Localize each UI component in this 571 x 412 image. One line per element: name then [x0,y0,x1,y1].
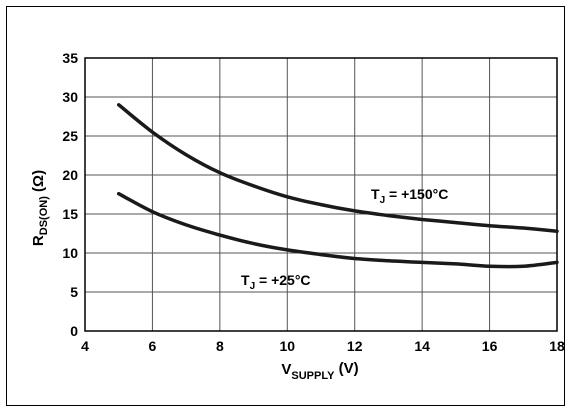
x-tick-label: 8 [216,338,224,354]
y-tick-labels: 0 5 10 15 20 25 30 35 [62,50,78,339]
plot-area [84,57,558,332]
y-axis-label: RDS(ON) (Ω) [30,170,50,246]
series-line-150c [116,103,559,233]
grid [85,58,557,331]
x-tick-label: 16 [482,338,498,354]
chart-frame [6,6,565,406]
x-tick-label: 12 [347,338,363,354]
x-tick-label: 10 [279,338,295,354]
y-tick-label: 25 [62,128,78,144]
series-label-150c: TJ = +150°C [371,186,448,206]
x-tick-label: 6 [149,338,157,354]
y-tick-label: 10 [62,245,78,261]
x-tick-labels: 4 6 8 10 12 14 16 18 [81,338,565,354]
x-tick-label: 14 [414,338,430,354]
y-tick-label: 20 [62,167,78,183]
x-axis-label: VSUPPLY (V) [281,360,358,382]
series-line-25c [116,191,559,269]
x-tick-label: 4 [81,338,89,354]
curves [116,103,559,269]
y-tick-label: 35 [62,50,78,66]
y-tick-label: 15 [62,206,78,222]
y-tick-label: 0 [70,323,78,339]
y-tick-label: 5 [70,284,78,300]
x-tick-label: 18 [549,338,565,354]
series-label-25c: TJ = +25°C [241,272,311,292]
y-tick-label: 30 [62,89,78,105]
